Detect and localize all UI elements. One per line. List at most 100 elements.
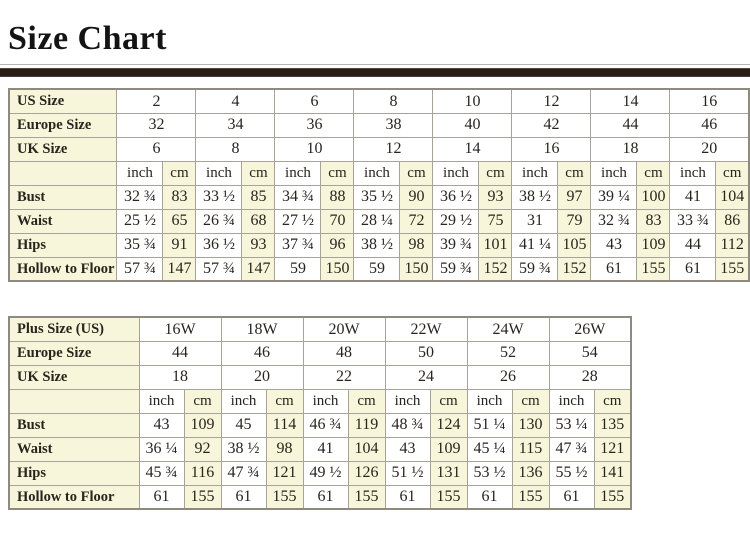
inch-value-cell: 55 ½ — [548, 460, 595, 486]
inch-value-cell: 61 — [384, 484, 431, 510]
unit-cm-cell: cm — [636, 160, 671, 186]
cm-value-cell: 155 — [265, 484, 304, 510]
inch-value-cell: 38 ½ — [511, 184, 559, 210]
size-row: US Size 2 4 6 8 10 12 14 16 — [8, 88, 750, 114]
unit-cm-cell: cm — [511, 388, 550, 414]
unit-cm-cell: cm — [320, 160, 355, 186]
unit-inch-cell: inch — [466, 388, 513, 414]
inch-value-cell: 37 ¾ — [274, 232, 322, 258]
unit-cm-cell: cm — [162, 160, 197, 186]
unit-inch-cell: inch — [302, 388, 349, 414]
inch-value-cell: 41 — [669, 184, 717, 210]
cm-value-cell: 70 — [320, 208, 355, 234]
inch-value-cell: 57 ¾ — [195, 256, 243, 282]
size-value-cell: 40 — [432, 112, 513, 138]
row-label: UK Size — [8, 364, 140, 390]
size-value-cell: 44 — [138, 340, 222, 366]
unit-row-spacer — [8, 160, 118, 186]
cm-value-cell: 152 — [557, 256, 592, 282]
size-value-cell: 6 — [274, 88, 355, 114]
size-value-cell: 22W — [384, 316, 468, 342]
cm-value-cell: 91 — [162, 232, 197, 258]
size-value-cell: 10 — [274, 136, 355, 162]
inch-value-cell: 59 ¾ — [511, 256, 559, 282]
size-row: Plus Size (US) 16W 18W 20W 22W 24W 26W — [8, 316, 632, 342]
cm-value-cell: 155 — [593, 484, 632, 510]
unit-cm-cell: cm — [241, 160, 276, 186]
unit-inch-cell: inch — [548, 388, 595, 414]
inch-value-cell: 43 — [138, 412, 185, 438]
row-label: Hips — [8, 232, 118, 258]
row-label: Plus Size (US) — [8, 316, 140, 342]
inch-value-cell: 61 — [548, 484, 595, 510]
size-value-cell: 54 — [548, 340, 632, 366]
cm-value-cell: 93 — [241, 232, 276, 258]
inch-value-cell: 59 — [353, 256, 401, 282]
inch-value-cell: 61 — [669, 256, 717, 282]
inch-value-cell: 28 ¼ — [353, 208, 401, 234]
size-value-cell: 34 — [195, 112, 276, 138]
title-divider-bar — [0, 68, 750, 78]
size-value-cell: 16 — [669, 88, 750, 114]
size-value-cell: 10 — [432, 88, 513, 114]
unit-inch-cell: inch — [432, 160, 480, 186]
size-value-cell: 44 — [590, 112, 671, 138]
size-value-cell: 6 — [116, 136, 197, 162]
unit-inch-cell: inch — [274, 160, 322, 186]
unit-inch-cell: inch — [220, 388, 267, 414]
size-value-cell: 8 — [195, 136, 276, 162]
cm-value-cell: 85 — [241, 184, 276, 210]
inch-value-cell: 36 ¼ — [138, 436, 185, 462]
inch-value-cell: 35 ½ — [353, 184, 401, 210]
inch-value-cell: 48 ¾ — [384, 412, 431, 438]
inch-value-cell: 51 ½ — [384, 460, 431, 486]
cm-value-cell: 150 — [320, 256, 355, 282]
plus-size-table: Plus Size (US) 16W 18W 20W 22W 24W 26W Europe S… — [8, 316, 632, 511]
cm-value-cell: 136 — [511, 460, 550, 486]
unit-cm-cell: cm — [715, 160, 750, 186]
row-label: Waist — [8, 208, 118, 234]
inch-value-cell: 61 — [302, 484, 349, 510]
cm-value-cell: 65 — [162, 208, 197, 234]
size-row: UK Size 6 8 10 12 14 16 18 20 — [8, 136, 750, 162]
inch-value-cell: 59 — [274, 256, 322, 282]
inch-value-cell: 31 — [511, 208, 559, 234]
inch-value-cell: 32 ¾ — [116, 184, 164, 210]
unit-inch-cell: inch — [195, 160, 243, 186]
size-value-cell: 22 — [302, 364, 386, 390]
inch-value-cell: 59 ¾ — [432, 256, 480, 282]
size-value-cell: 24W — [466, 316, 550, 342]
row-label: UK Size — [8, 136, 118, 162]
unit-header-row: inch cm inch cm inch cm inch cm inch cm inch cm — [8, 388, 632, 414]
cm-value-cell: 101 — [478, 232, 513, 258]
row-label: Bust — [8, 412, 140, 438]
size-value-cell: 36 — [274, 112, 355, 138]
cm-value-cell: 109 — [183, 412, 222, 438]
cm-value-cell: 79 — [557, 208, 592, 234]
inch-value-cell: 36 ½ — [195, 232, 243, 258]
inch-value-cell: 45 ¾ — [138, 460, 185, 486]
unit-header-row: inch cm inch cm inch cm inch cm inch cm inch cm inch… — [8, 160, 750, 186]
unit-inch-cell: inch — [138, 388, 185, 414]
cm-value-cell: 96 — [320, 232, 355, 258]
size-value-cell: 4 — [195, 88, 276, 114]
unit-inch-cell: inch — [384, 388, 431, 414]
cm-value-cell: 155 — [636, 256, 671, 282]
measure-row: Hips 45 ¾ 116 47 ¾ 121 49 ½ 126 51 ½ 131 53 ½ 136 5… — [8, 460, 632, 486]
unit-cm-cell: cm — [265, 388, 304, 414]
row-label: Europe Size — [8, 112, 118, 138]
measure-row: Bust 32 ¾ 83 33 ½ 85 34 ¾ 88 35 ½ 90 36 ½ 93 38 ½ 97… — [8, 184, 750, 210]
size-value-cell: 16W — [138, 316, 222, 342]
unit-cm-cell: cm — [347, 388, 386, 414]
inch-value-cell: 45 ¼ — [466, 436, 513, 462]
cm-value-cell: 88 — [320, 184, 355, 210]
cm-value-cell: 100 — [636, 184, 671, 210]
inch-value-cell: 49 ½ — [302, 460, 349, 486]
inch-value-cell: 45 — [220, 412, 267, 438]
size-row: Europe Size 44 46 48 50 52 54 — [8, 340, 632, 366]
unit-inch-cell: inch — [669, 160, 717, 186]
unit-row-spacer — [8, 388, 140, 414]
measure-row: Hollow to Floor 61 155 61 155 61 155 61 155 61 155… — [8, 484, 632, 510]
page-title: Size Chart — [8, 20, 167, 57]
